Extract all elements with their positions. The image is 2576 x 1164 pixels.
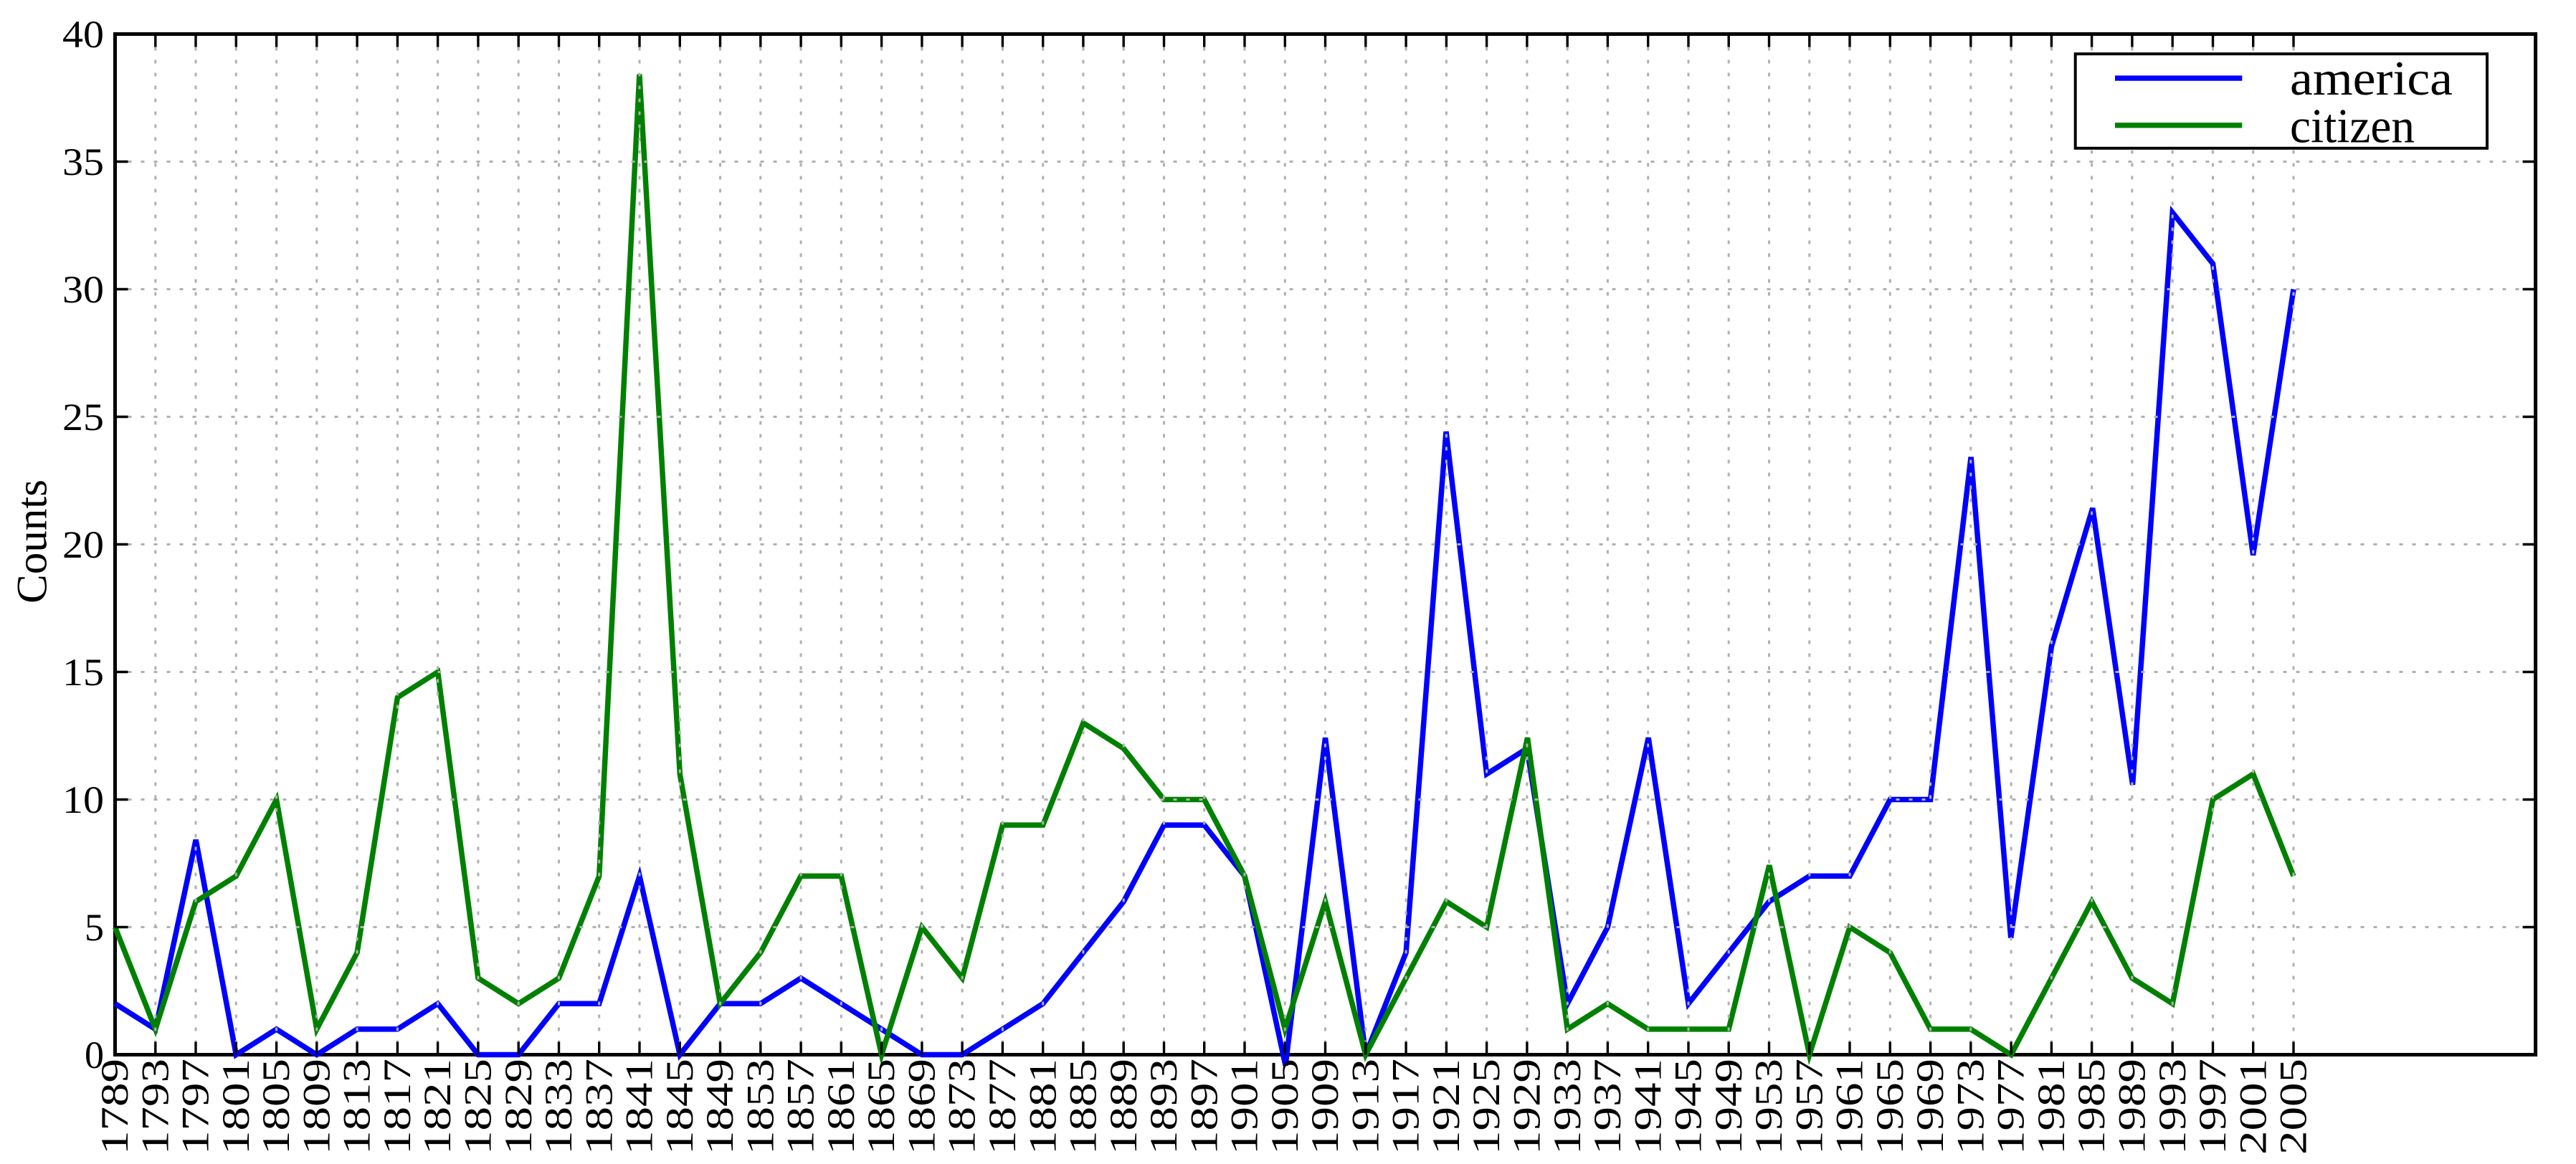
svg-text:1957: 1957	[1787, 1059, 1830, 1155]
svg-text:1833: 1833	[537, 1059, 580, 1155]
svg-text:1905: 1905	[1263, 1059, 1306, 1155]
svg-text:35: 35	[62, 140, 104, 183]
svg-text:citizen: citizen	[2290, 99, 2415, 153]
svg-text:1949: 1949	[1707, 1059, 1750, 1155]
svg-text:1881: 1881	[1021, 1059, 1064, 1155]
svg-text:1929: 1929	[1506, 1059, 1549, 1155]
svg-text:1873: 1873	[941, 1059, 984, 1155]
svg-text:1977: 1977	[1990, 1059, 2033, 1155]
svg-text:1997: 1997	[2191, 1059, 2234, 1155]
svg-text:1809: 1809	[295, 1059, 338, 1155]
svg-text:1825: 1825	[457, 1059, 500, 1155]
svg-text:1869: 1869	[900, 1059, 944, 1155]
svg-text:25: 25	[62, 396, 104, 439]
svg-text:1921: 1921	[1425, 1059, 1468, 1155]
svg-text:1897: 1897	[1182, 1059, 1225, 1155]
svg-text:1801: 1801	[214, 1059, 257, 1155]
svg-text:1861: 1861	[819, 1059, 862, 1155]
svg-text:1893: 1893	[1142, 1059, 1185, 1155]
svg-text:2005: 2005	[2272, 1059, 2315, 1155]
svg-text:1805: 1805	[255, 1059, 298, 1155]
svg-text:1797: 1797	[174, 1059, 217, 1155]
svg-text:1829: 1829	[497, 1059, 540, 1155]
svg-text:1989: 1989	[2111, 1059, 2154, 1155]
svg-text:1793: 1793	[133, 1059, 176, 1155]
svg-text:1937: 1937	[1586, 1059, 1629, 1155]
svg-text:30: 30	[62, 268, 104, 311]
svg-text:1945: 1945	[1667, 1059, 1710, 1155]
svg-text:1885: 1885	[1062, 1059, 1105, 1155]
svg-text:1789: 1789	[93, 1059, 136, 1155]
svg-text:1837: 1837	[577, 1059, 620, 1155]
svg-text:1849: 1849	[698, 1059, 741, 1155]
svg-text:15: 15	[62, 651, 104, 694]
svg-text:0: 0	[85, 1034, 104, 1077]
svg-text:1865: 1865	[860, 1059, 903, 1155]
svg-text:1853: 1853	[738, 1059, 781, 1155]
svg-text:1953: 1953	[1747, 1059, 1790, 1155]
svg-text:1925: 1925	[1465, 1059, 1508, 1155]
svg-text:1857: 1857	[779, 1059, 822, 1155]
svg-text:1841: 1841	[618, 1059, 661, 1155]
svg-text:1877: 1877	[981, 1059, 1024, 1155]
svg-text:10: 10	[62, 778, 104, 821]
svg-text:40: 40	[62, 13, 104, 56]
svg-text:1965: 1965	[1868, 1059, 1911, 1155]
svg-text:1961: 1961	[1828, 1059, 1871, 1155]
svg-text:1969: 1969	[1909, 1059, 1952, 1155]
svg-text:1889: 1889	[1102, 1059, 1145, 1155]
svg-text:1845: 1845	[658, 1059, 701, 1155]
svg-text:Counts: Counts	[9, 480, 56, 604]
svg-text:1813: 1813	[336, 1059, 379, 1155]
svg-text:5: 5	[85, 906, 104, 949]
svg-text:1909: 1909	[1303, 1059, 1346, 1155]
svg-text:1981: 1981	[2030, 1059, 2073, 1155]
svg-text:1917: 1917	[1384, 1059, 1427, 1155]
svg-text:1821: 1821	[416, 1059, 459, 1155]
svg-text:1913: 1913	[1344, 1059, 1387, 1155]
svg-text:1973: 1973	[1949, 1059, 1992, 1155]
svg-text:1817: 1817	[376, 1059, 419, 1155]
svg-text:america: america	[2290, 51, 2453, 105]
svg-text:1993: 1993	[2151, 1059, 2194, 1155]
svg-text:1985: 1985	[2070, 1059, 2113, 1155]
svg-text:20: 20	[62, 523, 104, 566]
svg-text:1933: 1933	[1546, 1059, 1589, 1155]
svg-text:1941: 1941	[1626, 1059, 1669, 1155]
svg-text:2001: 2001	[2231, 1059, 2274, 1155]
svg-text:1901: 1901	[1223, 1059, 1266, 1155]
